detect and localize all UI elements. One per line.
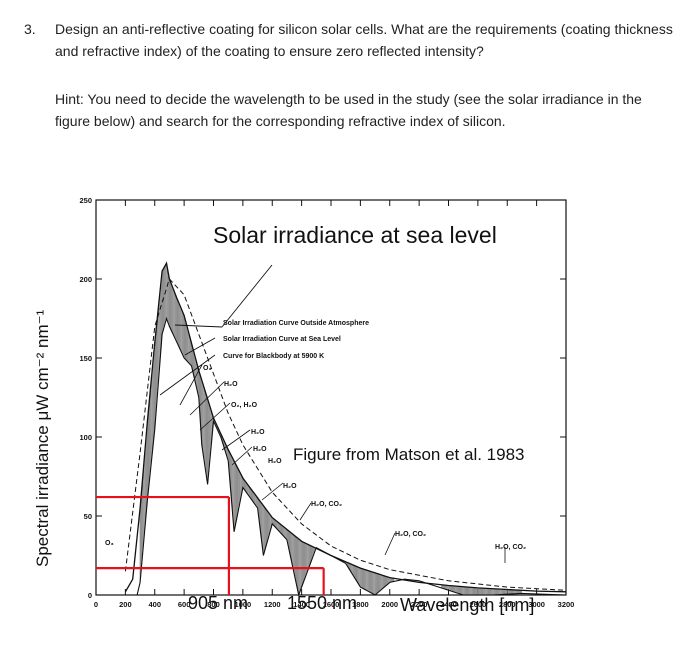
legend: Solar Irradiation Curve Outside Atmosphe… bbox=[159, 264, 369, 396]
label-h2o-5: H₂O bbox=[283, 483, 297, 490]
x-tick-label: 200 bbox=[119, 600, 132, 609]
label-o3-uv: O₃ bbox=[105, 540, 114, 547]
figure-source: Figure from Matson et al. 1983 bbox=[293, 445, 525, 464]
question-number: 3. bbox=[24, 21, 36, 37]
x-tick-label: 400 bbox=[148, 600, 161, 609]
x-tick-label: 2200 bbox=[411, 600, 428, 609]
x-tick-label: 2400 bbox=[440, 600, 457, 609]
x-tick-label: 1400 bbox=[293, 600, 310, 609]
red-marker-lines bbox=[96, 495, 325, 595]
label-h2o-2: H₂O bbox=[251, 429, 265, 436]
x-tick-label: 800 bbox=[207, 600, 220, 609]
question: 3. Design an anti-reflective coating for… bbox=[24, 18, 674, 62]
label-h2o-co2-1: H₂O, CO₂ bbox=[311, 501, 342, 508]
x-tick-label: 3200 bbox=[558, 600, 575, 609]
legend-sea-level: Solar Irradiation Curve at Sea Level bbox=[223, 336, 341, 343]
figure-title: Solar irradiance at sea level bbox=[213, 222, 497, 248]
x-tick-label: 2800 bbox=[499, 600, 516, 609]
label-h2o-co2-2: H₂O, CO₂ bbox=[395, 531, 426, 538]
x-tick-label: 2600 bbox=[470, 600, 487, 609]
y-tick-label: 50 bbox=[84, 512, 92, 521]
marker-label-1550: 1550 nm bbox=[287, 593, 357, 613]
series-lines bbox=[124, 261, 567, 597]
series-line-2 bbox=[124, 278, 567, 591]
label-h2o-co2-3: H₂O, CO₂ bbox=[495, 544, 526, 551]
label-o3: O₃ bbox=[203, 365, 212, 372]
axis-ticks bbox=[95, 199, 567, 596]
y-tick-label: 0 bbox=[88, 591, 92, 600]
y-tick-label: 100 bbox=[79, 433, 92, 442]
label-h2o-4: H₂O bbox=[268, 458, 282, 465]
series-line-1 bbox=[136, 316, 567, 597]
legend-blackbody: Curve for Blackbody at 5900 K bbox=[223, 353, 324, 360]
x-axis-label: Wavelength [nm] bbox=[400, 595, 534, 615]
y-tick-label: 200 bbox=[79, 275, 92, 284]
y-tick-labels: 0 50 100 150 200 250 bbox=[79, 196, 92, 600]
plot-frame bbox=[95, 199, 567, 596]
x-tick-label: 0 bbox=[94, 600, 98, 609]
x-tick-label: 1600 bbox=[323, 600, 340, 609]
absorption-labels: O₃ H₂O O₂, H₂O H₂O H₂O H₂O H₂O H₂O, CO₂ … bbox=[105, 364, 526, 563]
x-tick-label: 2000 bbox=[381, 600, 398, 609]
solar-irradiance-figure: 0 50 100 150 200 250 0 200 400 600 800 1000 1200 140… bbox=[33, 196, 574, 615]
label-o2-h2o: O₂, H₂O bbox=[231, 402, 258, 409]
x-tick-label: 1000 bbox=[235, 600, 252, 609]
x-tick-label: 3000 bbox=[528, 600, 545, 609]
series-line-0 bbox=[124, 261, 567, 593]
label-h2o-1: H₂O bbox=[224, 381, 238, 388]
x-tick-label: 600 bbox=[178, 600, 191, 609]
marker-label-905: 905 nm bbox=[188, 593, 248, 613]
absorption-shading bbox=[139, 263, 522, 595]
x-tick-label: 1800 bbox=[352, 600, 369, 609]
y-tick-label: 150 bbox=[79, 354, 92, 363]
hint-text: Hint: You need to decide the wavelength … bbox=[55, 91, 642, 129]
x-tick-labels: 0 200 400 600 800 1000 1200 1400 1600 1800 2000 220… bbox=[94, 600, 574, 609]
y-tick-label: 250 bbox=[79, 196, 92, 205]
y-axis-label: Spectral irradiance μW cm⁻² nm⁻¹ bbox=[33, 309, 52, 567]
legend-outside-atmosphere: Solar Irradiation Curve Outside Atmosphe… bbox=[223, 320, 369, 327]
question-text: Design an anti-reflective coating for si… bbox=[55, 21, 673, 59]
label-h2o-3: H₂O bbox=[253, 446, 267, 453]
x-tick-label: 1200 bbox=[264, 600, 281, 609]
